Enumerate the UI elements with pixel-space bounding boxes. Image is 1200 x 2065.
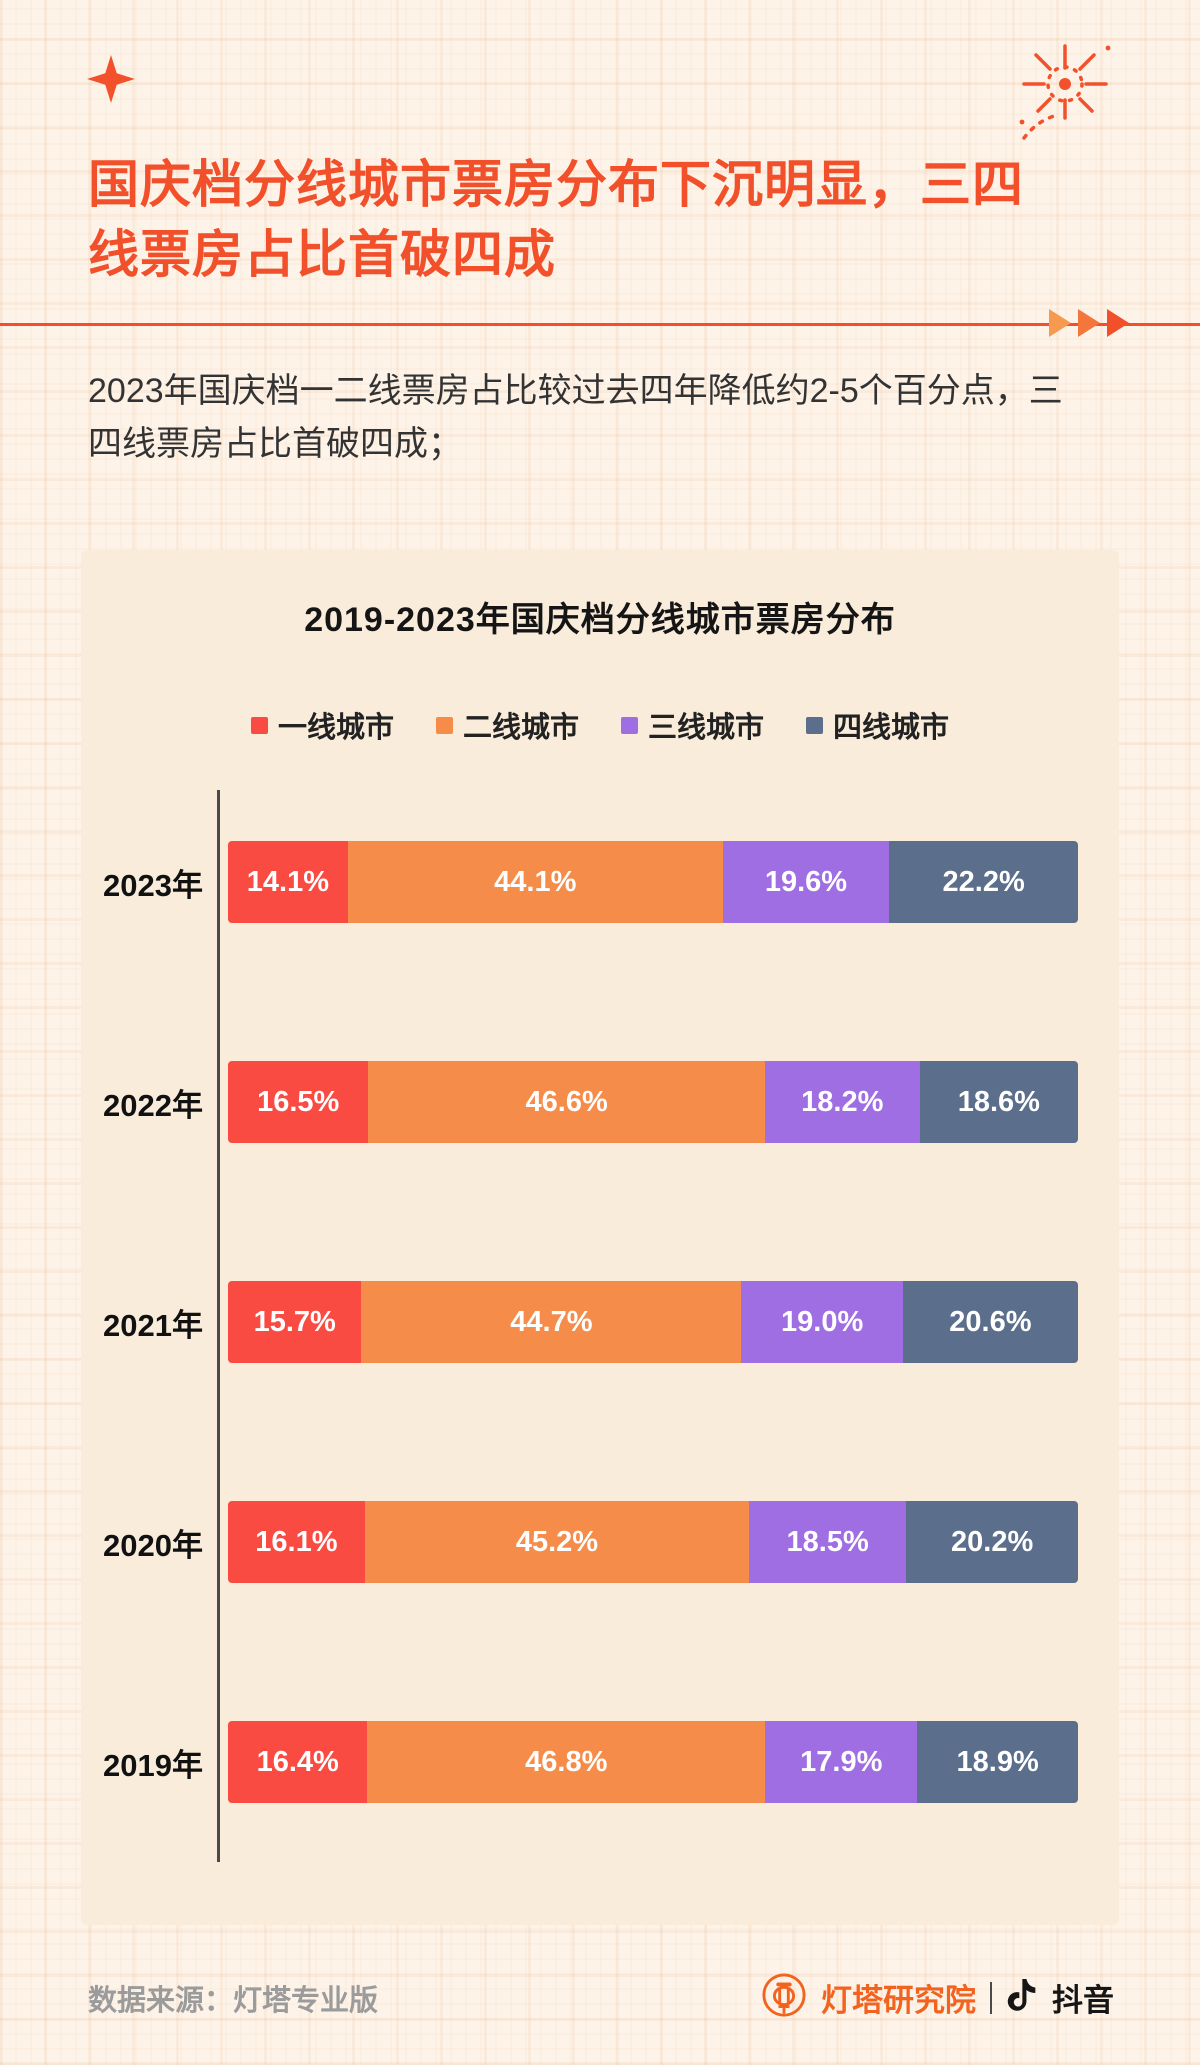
legend-item: 一线城市	[250, 704, 394, 746]
bar-segment: 18.6%	[919, 1061, 1078, 1143]
bar-segment: 15.7%	[228, 1281, 362, 1363]
divider-arrows-icon	[1048, 308, 1130, 338]
bar-segment: 45.2%	[364, 1501, 750, 1583]
bar-value-label: 20.6%	[949, 1305, 1032, 1338]
chart-legend: 一线城市 二线城市 三线城市 四线城市	[81, 704, 1119, 746]
bar-value-label: 20.2%	[951, 1525, 1034, 1558]
legend-item: 二线城市	[435, 704, 579, 746]
brand-douyin-label: 抖音	[1052, 1983, 1114, 2018]
stacked-bar: 16.4% 46.8% 17.9% 18.9%	[228, 1721, 1078, 1803]
bar-value-label: 18.9%	[956, 1745, 1039, 1778]
legend-swatch	[621, 716, 638, 734]
legend-item: 三线城市	[621, 704, 764, 746]
bar-segment: 16.5%	[228, 1061, 369, 1143]
brand-lighthouse-label: 灯塔研究院	[821, 1983, 976, 2018]
footer: 数据来源：灯塔专业版 灯塔研究院 抖音	[88, 1972, 1114, 2023]
bar-segment: 16.4%	[228, 1721, 368, 1803]
stacked-bar: 15.7% 44.7% 19.0% 20.6%	[228, 1281, 1078, 1363]
bar-segment: 20.2%	[906, 1501, 1078, 1583]
legend-swatch	[435, 716, 453, 734]
chart-card: 2019-2023年国庆档分线城市票房分布 一线城市 二线城市 三线城市 四线城市 2…	[81, 550, 1119, 1925]
bar-value-label: 15.7%	[253, 1305, 336, 1338]
legend-label: 二线城市	[462, 712, 579, 744]
bar-segment: 17.9%	[765, 1721, 918, 1803]
bar-value-label: 46.8%	[525, 1745, 608, 1778]
bar-segment: 19.6%	[722, 841, 890, 923]
bar-segment: 14.1%	[228, 841, 348, 923]
bar-value-label: 45.2%	[515, 1525, 599, 1558]
bar-segment: 18.9%	[917, 1721, 1078, 1803]
bar-segment: 44.1%	[347, 841, 723, 923]
bar-value-label: 16.5%	[257, 1085, 340, 1118]
bar-value-label: 44.1%	[494, 865, 577, 898]
bar-value-label: 19.6%	[764, 865, 848, 898]
bar-segment: 46.6%	[368, 1061, 765, 1143]
row-year-label: 2022年	[103, 1087, 203, 1123]
page-subtitle: 2023年国庆档一二线票房占比较过去四年降低约2-5个百分点，三四线票房占比首破…	[88, 372, 1063, 463]
chart-row: 2021年 15.7% 44.7% 19.0% 20.6%	[81, 1281, 1078, 1363]
bar-value-label: 46.6%	[525, 1085, 608, 1118]
chart-rows: 2023年 14.1% 44.1% 19.6% 22.2% 2022年 16.5% 46.6%…	[81, 841, 1078, 1803]
bar-segment: 19.0%	[741, 1281, 903, 1363]
divider-line	[0, 323, 1200, 326]
legend-swatch	[250, 716, 268, 734]
bar-segment: 46.8%	[367, 1721, 766, 1803]
sparkle-icon	[86, 54, 136, 109]
chart-title: 2019-2023年国庆档分线城市票房分布	[304, 601, 896, 639]
stacked-bar: 16.5% 46.6% 18.2% 18.6%	[228, 1061, 1078, 1143]
bar-value-label: 14.1%	[246, 865, 330, 898]
data-source-label: 数据来源：灯塔专业版	[88, 1984, 379, 2017]
bar-value-label: 22.2%	[942, 865, 1025, 898]
page-title: 国庆档分线城市票房分布下沉明显，三四线票房占比首破四成	[88, 156, 1025, 284]
bar-value-label: 17.9%	[800, 1745, 883, 1778]
chart-y-axis-line	[217, 790, 220, 1862]
legend-label: 三线城市	[648, 712, 765, 744]
bar-segment: 44.7%	[361, 1281, 742, 1363]
bar-value-label: 19.0%	[781, 1305, 864, 1338]
bar-segment: 16.1%	[228, 1501, 365, 1583]
row-year-label: 2023年	[103, 867, 203, 903]
legend-swatch	[806, 716, 824, 734]
bar-value-label: 16.4%	[256, 1745, 339, 1778]
row-year-label: 2021年	[103, 1307, 203, 1343]
bar-value-label: 44.7%	[510, 1305, 593, 1338]
legend-item: 四线城市	[806, 704, 949, 746]
fireworks-icon	[1010, 34, 1120, 151]
bar-value-label: 18.5%	[786, 1525, 869, 1558]
chart-row: 2019年 16.4% 46.8% 17.9% 18.9%	[81, 1721, 1078, 1803]
legend-label: 四线城市	[833, 712, 950, 744]
bar-segment: 22.2%	[889, 841, 1078, 923]
stacked-bar: 16.1% 45.2% 18.5% 20.2%	[228, 1501, 1078, 1583]
bar-segment: 18.5%	[749, 1501, 907, 1583]
chart-row: 2020年 16.1% 45.2% 18.5% 20.2%	[81, 1501, 1078, 1583]
brand-group: 灯塔研究院 抖音	[761, 1972, 1114, 2023]
bar-value-label: 16.1%	[255, 1525, 338, 1558]
bar-value-label: 18.6%	[957, 1085, 1040, 1118]
bar-value-label: 18.2%	[801, 1085, 884, 1118]
row-year-label: 2020年	[103, 1527, 203, 1563]
stacked-bar: 14.1% 44.1% 19.6% 22.2%	[228, 841, 1078, 923]
chart-row: 2022年 16.5% 46.6% 18.2% 18.6%	[81, 1061, 1078, 1143]
bar-segment: 18.2%	[764, 1061, 920, 1143]
bar-segment: 20.6%	[902, 1281, 1078, 1363]
douyin-note-icon	[1006, 1976, 1038, 2019]
lighthouse-logo-icon	[761, 1972, 807, 2023]
chart-row: 2023年 14.1% 44.1% 19.6% 22.2%	[81, 841, 1078, 923]
brand-divider	[990, 1981, 992, 2014]
legend-label: 一线城市	[277, 712, 394, 744]
row-year-label: 2019年	[103, 1747, 203, 1783]
